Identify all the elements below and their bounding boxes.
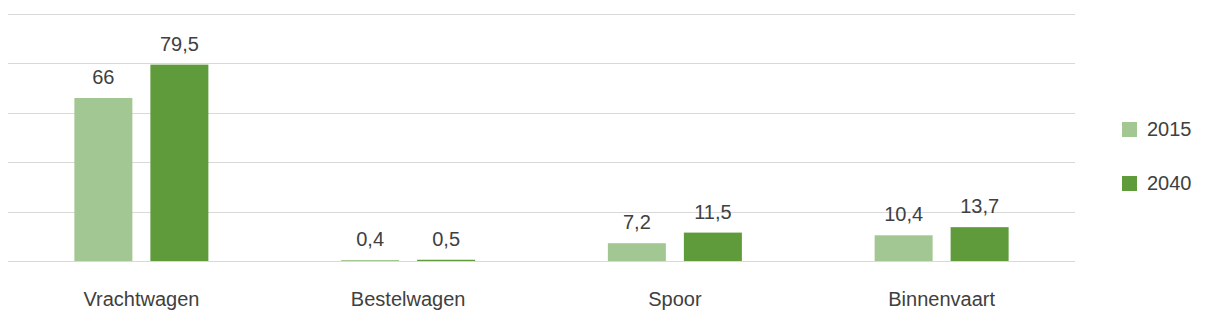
bar <box>951 227 1009 261</box>
data-label: 0,5 <box>432 228 460 250</box>
data-label: 13,7 <box>960 195 999 217</box>
chart-svg: 66 79,5 0,4 0,5 7,2 11,5 10,4 13,7 Vrachtwagen Be… <box>0 0 1211 320</box>
data-label: 66 <box>92 66 114 88</box>
category-label: Binnenvaart <box>888 288 995 310</box>
bar <box>684 233 742 261</box>
category-label: Vrachtwagen <box>83 288 199 310</box>
data-labels: 66 79,5 0,4 0,5 7,2 11,5 10,4 13,7 <box>92 33 999 250</box>
chart-container: 66 79,5 0,4 0,5 7,2 11,5 10,4 13,7 Vrachtwagen Be… <box>0 0 1211 320</box>
legend-label: 2040 <box>1147 172 1192 194</box>
bar <box>150 65 208 261</box>
category-label: Spoor <box>648 288 702 310</box>
data-label: 79,5 <box>160 33 199 55</box>
category-label: Bestelwagen <box>351 288 466 310</box>
data-label: 10,4 <box>884 203 923 225</box>
grid-line <box>8 63 1075 64</box>
legend-swatch <box>1122 122 1137 137</box>
bar <box>341 260 399 261</box>
grid-line <box>8 14 1075 15</box>
legend: 2015 2040 <box>1122 118 1192 194</box>
data-label: 0,4 <box>356 228 384 250</box>
bar <box>74 98 132 261</box>
bar <box>417 260 475 261</box>
grid <box>8 15 1075 262</box>
data-label: 11,5 <box>694 201 731 223</box>
legend-swatch <box>1122 176 1137 191</box>
grid-line <box>8 261 1075 262</box>
bar <box>608 243 666 261</box>
bar <box>875 235 933 261</box>
bars <box>74 65 1008 261</box>
data-label: 7,2 <box>623 211 651 233</box>
legend-label: 2015 <box>1147 118 1192 140</box>
